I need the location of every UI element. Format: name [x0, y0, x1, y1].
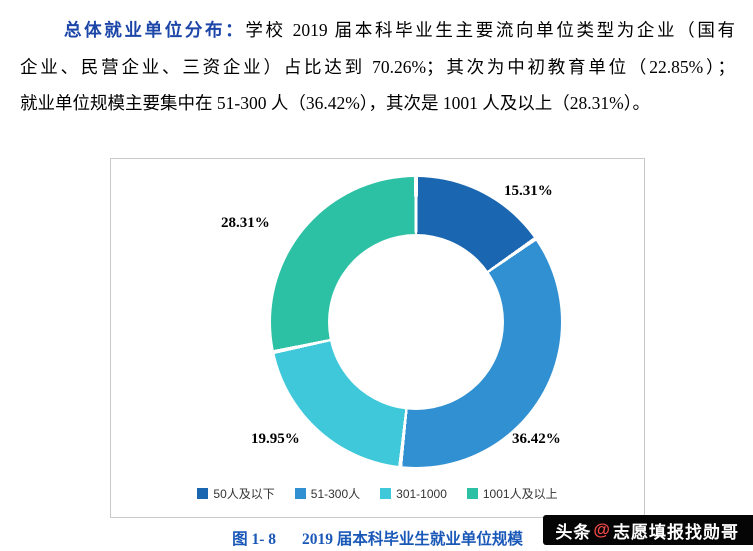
legend-swatch — [197, 488, 209, 499]
paragraph-line-1: 总体就业单位分布：学校 2019 届本科毕业生主要流向单位类型为企业（国有 — [20, 12, 735, 49]
paragraph-line-3: 就业单位规模主要集中在 51-300 人（36.42%），其次是 1001 人及… — [20, 93, 650, 113]
summary-paragraph: 总体就业单位分布：学校 2019 届本科毕业生主要流向单位类型为企业（国有 企业… — [20, 12, 735, 122]
figure-caption-number: 图 1- 8 — [232, 531, 277, 548]
legend-swatch — [380, 488, 392, 499]
slice-label-1001-and-above: 28.31% — [221, 215, 270, 231]
figure-caption-text: 2019 届本科毕业生就业单位规模 — [302, 531, 523, 548]
watermark-prefix: 头条 — [555, 522, 592, 542]
watermark: 头条 @ 志愿填报找勋哥 — [543, 515, 753, 545]
legend-item: 50人及以下 — [197, 485, 275, 502]
at-symbol-icon: @ — [593, 520, 611, 539]
legend-label: 51-300人 — [310, 487, 361, 501]
legend-item: 1001人及以上 — [466, 485, 558, 502]
slice-label-301-1000: 19.95% — [251, 431, 300, 447]
paragraph-line-2: 企业、民营企业、三资企业）占比达到 70.26%；其次为中初教育单位（22.85… — [20, 56, 735, 77]
legend-label: 301-1000 — [396, 486, 447, 501]
slice-label-50-and-below: 15.31% — [504, 183, 553, 199]
paragraph-heading: 总体就业单位分布： — [64, 20, 246, 40]
donut-chart — [271, 177, 561, 467]
slice-label-51-300: 36.42% — [512, 431, 561, 447]
paragraph-line-1-text: 学校 2019 届本科毕业生主要流向单位类型为企业（国有 — [245, 20, 736, 40]
watermark-name: 志愿填报找勋哥 — [613, 522, 739, 542]
chart-legend: 50人及以下 51-300人 301-1000 1001人及以上 — [111, 485, 644, 502]
legend-swatch — [466, 488, 478, 499]
donut-hole — [328, 234, 504, 410]
legend-item: 51-300人 — [294, 485, 361, 502]
legend-label: 1001人及以上 — [482, 487, 558, 501]
legend-item: 301-1000 — [380, 487, 447, 501]
legend-label: 50人及以下 — [213, 487, 275, 501]
chart-card: 15.31% 36.42% 19.95% 28.31% 50人及以下 51-300… — [110, 158, 645, 518]
legend-swatch — [294, 488, 306, 499]
